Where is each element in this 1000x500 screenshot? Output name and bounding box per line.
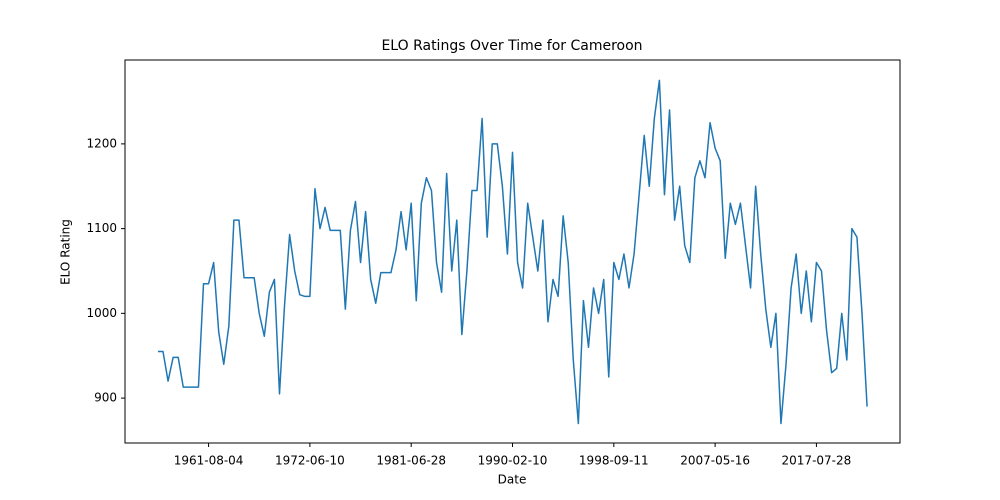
x-tick-label: 1972-06-10	[275, 454, 345, 468]
y-axis-label: ELO Rating	[59, 219, 73, 285]
x-axis-label: Date	[498, 473, 527, 487]
x-tick-label: 1990-02-10	[478, 454, 548, 468]
x-tick-label: 1961-08-04	[174, 454, 244, 468]
chart-title: ELO Ratings Over Time for Cameroon	[381, 38, 642, 54]
x-tick-label: 2007-05-16	[680, 454, 750, 468]
x-tick-label: 2017-07-28	[782, 454, 852, 468]
line-series	[157, 79, 868, 425]
y-tick-label: 900	[94, 391, 117, 405]
y-tick-label: 1200	[86, 136, 117, 150]
y-tick-label: 1000	[86, 306, 117, 320]
y-tick-label: 1100	[86, 221, 117, 235]
x-tick-label: 1998-09-11	[579, 454, 649, 468]
x-tick-label: 1981-06-28	[376, 454, 446, 468]
